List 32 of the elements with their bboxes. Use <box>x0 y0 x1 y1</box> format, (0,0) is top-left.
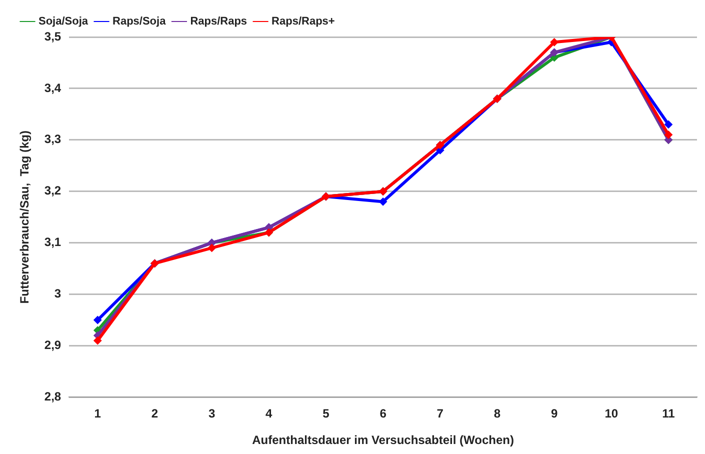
legend-label: Raps/Soja <box>112 16 167 28</box>
x-axis-title: Aufenthaltsdauer im Versuchsabteil (Wochen) <box>252 433 514 448</box>
point <box>550 38 558 46</box>
point <box>94 316 102 324</box>
legend-label: Soja/Soja <box>38 16 89 28</box>
y-tick-label: 3 <box>54 286 62 301</box>
x-tick-label: 7 <box>436 406 444 421</box>
x-tick-label: 10 <box>604 406 618 421</box>
x-tick-label: 2 <box>151 406 158 421</box>
y-tick-label: 3,2 <box>44 184 62 198</box>
y-tick-label: 2,8 <box>44 390 62 404</box>
point <box>94 336 102 345</box>
x-tick-label: 11 <box>662 406 676 421</box>
point <box>664 120 672 128</box>
x-tick-label: 6 <box>380 406 387 421</box>
point <box>664 130 672 139</box>
legend-label: Raps/Raps+ <box>272 16 335 28</box>
x-tick-label: 9 <box>550 406 558 421</box>
x-tick-label: 4 <box>266 406 273 421</box>
y-tick-label: 3,3 <box>44 132 62 146</box>
point <box>208 244 216 252</box>
y-tick-label: 2,9 <box>44 338 62 352</box>
y-tick-label: 3,5 <box>44 29 62 44</box>
y-axis-title: Futterverbrauch/Sau, Tag (kg) <box>18 130 32 304</box>
x-tick-label: 8 <box>494 406 501 421</box>
x-tick-label: 1 <box>94 406 102 421</box>
point <box>379 198 388 206</box>
x-tick-label: 3 <box>208 406 216 421</box>
legend-label: Raps/Raps <box>190 16 248 28</box>
y-tick-label: 3,1 <box>44 235 62 250</box>
y-tick-label: 3,4 <box>44 80 62 95</box>
x-tick-label: 5 <box>322 406 330 421</box>
